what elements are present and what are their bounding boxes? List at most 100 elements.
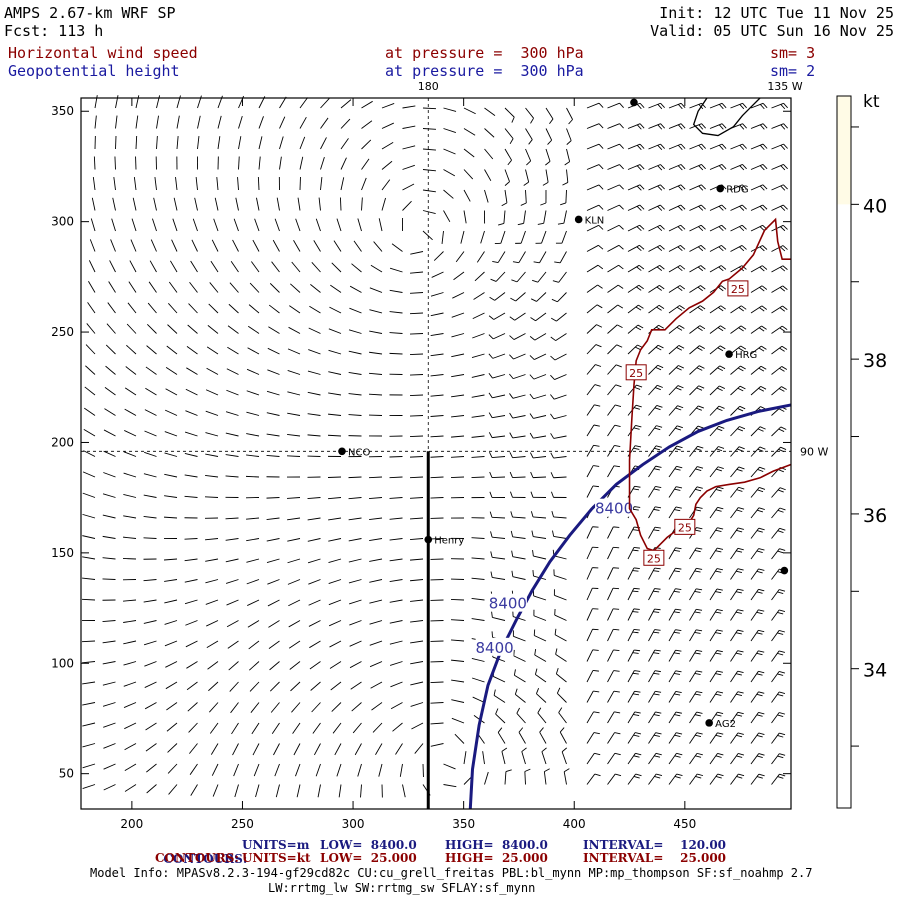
wind-barb: [689, 670, 697, 683]
wind-barb: [368, 393, 383, 396]
wind-barb: [299, 97, 309, 109]
wind-barb: [730, 385, 741, 396]
wind-barb-feather: [675, 711, 682, 714]
wind-barb: [173, 197, 178, 211]
wind-barb: [515, 292, 526, 302]
wind-barb: [271, 722, 280, 735]
wind-barb-feather: [737, 670, 744, 673]
wind-barb-feather: [783, 143, 788, 149]
wind-barb: [81, 598, 96, 601]
wind-barb: [471, 537, 485, 539]
wind-barb: [214, 197, 219, 211]
wind-barb: [266, 497, 280, 499]
wind-barb: [455, 251, 465, 263]
wind-barb: [349, 661, 362, 669]
wind-barb: [402, 183, 415, 191]
speed-contour-line: [628, 217, 792, 552]
wind-barb: [94, 95, 98, 109]
wind-barb-feather: [757, 509, 764, 513]
wind-barb: [165, 388, 178, 396]
wind-barb-feather: [715, 611, 722, 614]
wind-barb-feather: [658, 304, 665, 309]
wind-barb-feather: [738, 327, 744, 332]
wind-barb: [668, 425, 678, 437]
wind-barb: [500, 230, 506, 244]
wind-barb-feather: [778, 428, 785, 432]
wind-barb-feather: [634, 711, 641, 714]
wind-barb: [274, 218, 280, 232]
wind-barb: [484, 128, 495, 138]
wind-barb: [607, 344, 617, 355]
wind-barb: [82, 577, 96, 580]
wind-barb: [648, 567, 656, 580]
wind-barb-feather: [780, 246, 786, 252]
wind-barb-feather: [778, 388, 785, 392]
wind-barb: [648, 102, 661, 109]
wind-barb: [586, 587, 593, 601]
wind-barb: [771, 366, 782, 375]
wind-barb: [410, 640, 424, 644]
wind-barb-feather: [678, 365, 684, 369]
wind-barb: [228, 303, 239, 314]
wind-barb: [430, 681, 444, 683]
wind-barb-feather: [524, 768, 531, 772]
wind-barb: [123, 494, 137, 498]
wind-barb-feather: [598, 143, 604, 149]
wind-barb-feather: [739, 165, 745, 171]
wind-barb: [369, 620, 383, 625]
wind-barb: [146, 323, 157, 334]
wind-barb: [402, 145, 416, 150]
wind-barb: [184, 453, 198, 457]
colorbar-tick-label: 38: [863, 350, 887, 372]
wind-barb: [145, 743, 157, 752]
wind-barb: [627, 670, 635, 683]
y-tick-label: 250: [51, 325, 74, 339]
wind-barb-feather: [550, 355, 556, 361]
wind-barb: [205, 558, 219, 562]
wind-barb: [327, 434, 342, 437]
wind-barb: [389, 640, 403, 645]
wind-barb: [730, 629, 739, 642]
wind-barb: [410, 681, 424, 686]
wind-barb-feather: [778, 469, 784, 473]
wind-barb-feather: [674, 448, 681, 451]
wind-barb-feather: [592, 485, 599, 488]
wind-barb: [320, 117, 329, 129]
wind-barb-feather: [756, 693, 763, 697]
wind-barb: [607, 649, 614, 662]
wind-barb-feather: [541, 747, 547, 753]
wind-barb: [307, 391, 321, 396]
wind-barb: [533, 415, 547, 419]
wind-barb-feather: [654, 567, 661, 570]
wind-barb-feather: [634, 732, 642, 735]
wind-barb: [463, 148, 475, 158]
wind-barb-feather: [633, 407, 640, 410]
wind-barb: [607, 224, 620, 232]
wind-barb: [197, 136, 200, 150]
wind-barb: [607, 364, 617, 375]
wind-barb: [430, 374, 444, 377]
wind-barb-feather: [782, 305, 788, 310]
wind-barb: [135, 135, 138, 150]
wind-barb: [668, 385, 679, 396]
wind-barb-feather: [534, 668, 538, 675]
wind-barb: [668, 204, 681, 211]
wind-barb: [402, 164, 415, 170]
wind-barb: [607, 711, 615, 724]
wind-barb-feather: [653, 693, 660, 696]
wind-barb: [371, 702, 383, 711]
wind-barb: [539, 731, 547, 744]
wind-barb-feather: [739, 205, 745, 211]
wind-barb-feather: [716, 588, 723, 591]
wind-barb: [328, 517, 342, 521]
wind-barb: [286, 497, 301, 499]
wind-barb-feather: [633, 755, 640, 758]
wind-barb: [422, 169, 436, 172]
wind-barb-feather: [618, 224, 624, 230]
wind-barb: [627, 732, 636, 744]
wind-barb: [272, 239, 280, 252]
wind-barb-feather: [696, 567, 703, 570]
wind-barb-feather: [741, 245, 747, 250]
